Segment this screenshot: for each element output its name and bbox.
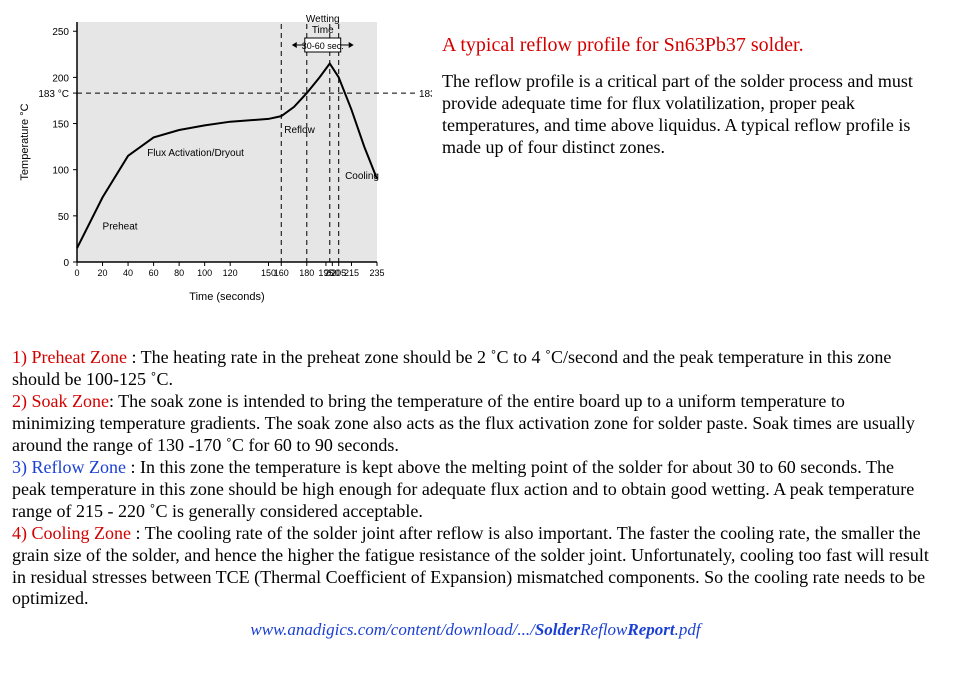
zone1-body: : The heating rate in the preheat zone s… xyxy=(12,347,891,389)
svg-text:150: 150 xyxy=(52,120,69,131)
svg-text:Time (seconds): Time (seconds) xyxy=(189,291,264,303)
zone1-lead: 1) Preheat Zone xyxy=(12,347,127,367)
svg-text:160: 160 xyxy=(274,268,289,278)
svg-text:0: 0 xyxy=(74,268,79,278)
zone4-body: : The cooling rate of the solder joint a… xyxy=(12,523,929,609)
svg-text:Preheat: Preheat xyxy=(103,222,138,233)
svg-text:235: 235 xyxy=(369,268,384,278)
svg-text:60: 60 xyxy=(149,268,159,278)
reflow-profile-chart: 050100150200250183 °C0204060801001201501… xyxy=(12,12,432,327)
zone2-body: : The soak zone is intended to bring the… xyxy=(12,391,915,455)
zone2-lead: 2) Soak Zone xyxy=(12,391,109,411)
svg-text:215: 215 xyxy=(344,268,359,278)
zones-description: 1) Preheat Zone : The heating rate in th… xyxy=(12,347,932,610)
zone4-lead: 4) Cooling Zone xyxy=(12,523,131,543)
svg-text:183 °C: 183 °C xyxy=(38,89,69,100)
svg-text:Reflow: Reflow xyxy=(284,125,315,136)
svg-text:Cooling: Cooling xyxy=(345,171,379,182)
svg-text:20: 20 xyxy=(98,268,108,278)
svg-text:100: 100 xyxy=(197,268,212,278)
svg-text:Temperature °C: Temperature °C xyxy=(19,103,31,180)
zone3-body: : In this zone the temperature is kept a… xyxy=(12,457,914,521)
svg-text:Flux Activation/Dryout: Flux Activation/Dryout xyxy=(147,148,244,159)
svg-text:50: 50 xyxy=(58,212,70,223)
svg-text:120: 120 xyxy=(223,268,238,278)
svg-text:183 °C: 183 °C xyxy=(419,89,432,100)
zone3-lead: 3) Reflow Zone xyxy=(12,457,126,477)
svg-text:180: 180 xyxy=(299,268,314,278)
svg-text:30-60 sec.: 30-60 sec. xyxy=(302,41,344,51)
page-title: A typical reflow profile for Sn63Pb37 so… xyxy=(442,34,939,57)
svg-text:80: 80 xyxy=(174,268,184,278)
svg-text:Wetting: Wetting xyxy=(306,14,340,25)
svg-text:200: 200 xyxy=(52,73,69,84)
intro-paragraph: The reflow profile is a critical part of… xyxy=(442,71,939,159)
svg-text:0: 0 xyxy=(63,258,69,269)
svg-text:40: 40 xyxy=(123,268,133,278)
svg-text:Time: Time xyxy=(312,25,334,36)
svg-text:100: 100 xyxy=(52,166,69,177)
svg-text:250: 250 xyxy=(52,27,69,38)
source-link: www.anadigics.com/content/download/.../S… xyxy=(12,620,939,640)
